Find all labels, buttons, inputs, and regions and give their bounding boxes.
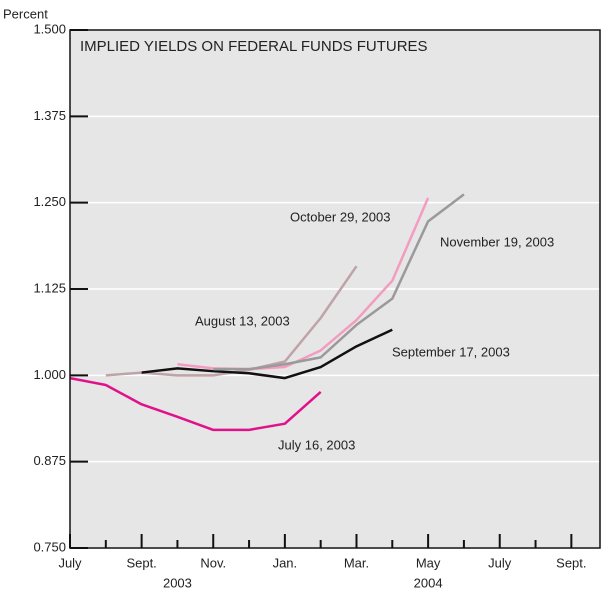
series-line [213, 193, 465, 371]
series-label: September 17, 2003 [392, 344, 510, 359]
y-tick-label: 1.250 [33, 194, 66, 209]
y-tick-label: 1.375 [33, 108, 66, 123]
chart-title: IMPLIED YIELDS ON FEDERAL FUNDS FUTURES [80, 38, 428, 55]
series-label: October 29, 2003 [290, 209, 390, 224]
y-tick-label: 1.500 [33, 21, 66, 36]
x-tick-label: Jan. [273, 555, 298, 570]
x-tick-label: July [58, 555, 82, 570]
y-tick-label: 0.750 [33, 539, 66, 554]
x-tick-label: July [488, 555, 512, 570]
x-tick-label: Nov. [200, 555, 226, 570]
series-line [141, 328, 393, 380]
y-tick-label: 1.000 [33, 367, 66, 382]
x-tick-label: Sept. [126, 555, 156, 570]
series-label: August 13, 2003 [195, 313, 290, 328]
y-tick-label: 0.875 [33, 453, 66, 468]
x-group-label: 2004 [414, 575, 443, 590]
x-tick-label: Mar. [344, 555, 369, 570]
series-label: November 19, 2003 [440, 234, 554, 249]
x-tick-label: Sept. [556, 555, 586, 570]
x-tick-label: May [416, 555, 441, 570]
y-axis-label: Percent [3, 6, 48, 21]
x-group-label: 2003 [163, 575, 192, 590]
y-tick-label: 1.125 [33, 280, 66, 295]
series-line [69, 376, 322, 432]
plot-border [69, 29, 601, 549]
series-label: July 16, 2003 [278, 437, 355, 452]
